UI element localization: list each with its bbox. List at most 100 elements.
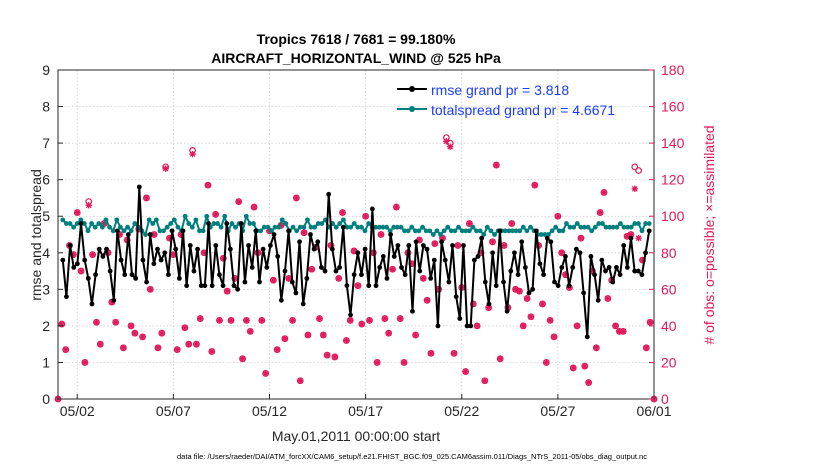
rmse-point	[584, 334, 590, 340]
legend: rmse grand pr = 3.818 totalspread grand …	[397, 82, 615, 118]
spread-point	[308, 224, 314, 230]
rmse-point	[635, 268, 641, 274]
obs-assimilated-point	[496, 355, 504, 362]
spread-point	[153, 217, 159, 223]
rmse-point	[617, 272, 623, 278]
rmse-point	[133, 275, 139, 281]
spread-point	[67, 221, 73, 226]
obs-count-markers	[54, 134, 658, 403]
rmse-point	[60, 257, 66, 263]
rmse-point	[420, 243, 426, 248]
rmse-point	[166, 272, 171, 278]
rmse-point	[304, 275, 310, 281]
obs-assimilated-point	[635, 234, 642, 242]
spread-point	[247, 221, 253, 226]
spread-point	[128, 228, 134, 234]
spread-point	[319, 221, 325, 226]
spread-point	[621, 224, 627, 230]
obs-assimilated-point	[193, 340, 200, 348]
obs-assimilated-point	[154, 344, 162, 352]
y-tick-label-left: 3	[42, 281, 50, 297]
obs-assimilated-point	[304, 331, 312, 339]
spread-point	[441, 228, 447, 234]
rmse-point	[125, 232, 131, 237]
rmse-point	[184, 283, 190, 289]
rmse-point	[206, 221, 211, 226]
rmse-point	[373, 283, 379, 289]
spread-point	[556, 228, 562, 234]
rmse-point	[85, 275, 91, 281]
obs-assimilated-point	[262, 370, 269, 377]
rmse-point	[311, 246, 317, 252]
rmse-point	[388, 232, 394, 237]
spread-point	[222, 213, 228, 219]
obs-assimilated-point	[577, 234, 585, 242]
spread-point	[189, 224, 195, 230]
rmse-point	[632, 268, 638, 274]
spread-point	[279, 217, 285, 223]
obs-assimilated-point	[158, 330, 166, 337]
obs-assimilated-point	[520, 322, 527, 330]
rmse-point	[107, 268, 113, 274]
spread-point	[387, 228, 393, 234]
spread-point	[269, 228, 274, 234]
spread-point	[366, 221, 371, 226]
rmse-point	[559, 265, 565, 270]
rmse-point	[526, 290, 532, 296]
spread-point	[607, 224, 613, 230]
obs-assimilated-point	[612, 322, 619, 330]
spread-point	[596, 221, 602, 226]
obs-assimilated-point	[81, 359, 89, 366]
obs-assimilated-point	[585, 379, 592, 386]
obs-assimilated-point	[400, 359, 408, 366]
obs-assimilated-point	[281, 335, 289, 342]
obs-assimilated-point	[181, 324, 189, 331]
rmse-point	[595, 297, 601, 303]
rmse-point	[643, 250, 648, 256]
spread-point	[358, 224, 364, 230]
rmse-point	[453, 294, 459, 300]
rmse-point	[176, 275, 182, 281]
obs-assimilated-point	[77, 267, 85, 275]
obs-possible-point	[631, 163, 639, 171]
spread-point	[438, 232, 443, 237]
spread-point	[103, 217, 109, 223]
rmse-point	[431, 257, 437, 263]
obs-assimilated-point	[493, 161, 500, 169]
y-tick-label-left: 7	[42, 135, 50, 151]
x-tick-label: 05/17	[348, 403, 383, 419]
obs-assimilated-point	[397, 315, 404, 322]
spread-point	[251, 221, 256, 226]
rmse-point	[242, 279, 248, 285]
rmse-point	[315, 239, 321, 245]
obs-assimilated-point	[147, 286, 154, 293]
obs-assimilated-point	[454, 242, 462, 249]
rmse-point	[359, 272, 364, 278]
spread-point	[114, 217, 120, 223]
spread-point	[409, 224, 415, 230]
spread-point	[92, 224, 98, 230]
spread-point	[81, 221, 87, 226]
spread-point	[452, 228, 458, 234]
rmse-point	[337, 265, 343, 270]
rmse-point	[144, 279, 149, 285]
obs-assimilated-point	[335, 275, 342, 282]
rmse-point	[162, 250, 168, 256]
obs-assimilated-point	[174, 346, 181, 353]
rmse-point	[246, 243, 251, 248]
rmse-point	[624, 265, 630, 270]
rmse-point	[202, 283, 208, 289]
obs-assimilated-point	[216, 317, 223, 324]
spread-point	[603, 224, 609, 230]
spread-point	[312, 224, 318, 230]
rmse-point	[289, 279, 295, 285]
rmse-point	[581, 290, 587, 296]
rmse-point	[606, 265, 612, 270]
spread-point	[459, 228, 465, 234]
spread-point	[362, 228, 368, 234]
obs-assimilated-point	[239, 355, 246, 362]
obs-assimilated-point	[558, 249, 565, 256]
rmse-point	[67, 243, 73, 248]
spread-point	[585, 224, 591, 230]
rmse-point	[100, 254, 106, 259]
